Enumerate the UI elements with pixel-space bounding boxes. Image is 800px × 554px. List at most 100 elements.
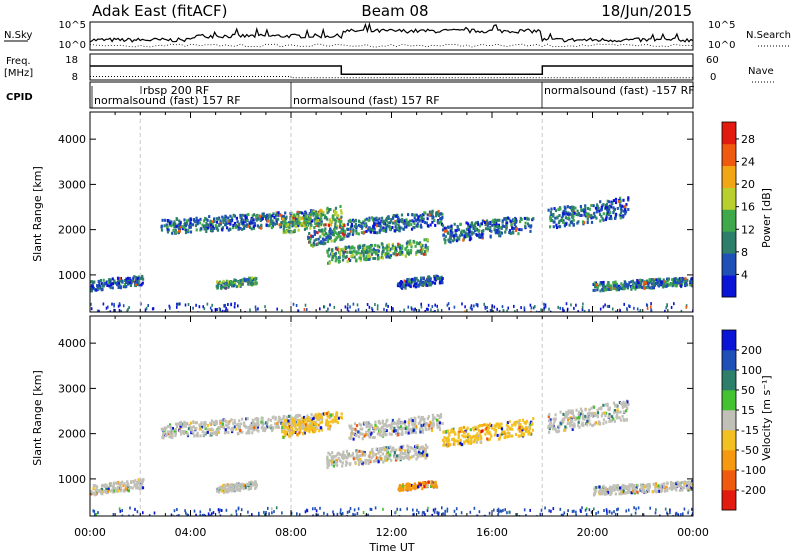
scatter-cell xyxy=(691,281,693,285)
noise-cell xyxy=(604,303,606,307)
scatter-cell xyxy=(419,223,422,227)
scatter-cell xyxy=(579,214,582,217)
scatter-cell xyxy=(203,224,206,228)
scatter-cell xyxy=(570,411,573,415)
scatter-cell xyxy=(406,448,409,452)
scatter-cell xyxy=(250,276,254,280)
scatter-cell xyxy=(484,227,488,231)
scatter-cell xyxy=(248,276,251,280)
scatter-cell xyxy=(564,425,567,429)
scatter-cell xyxy=(413,425,416,428)
scatter-cell xyxy=(588,215,591,219)
scatter-cell xyxy=(681,279,684,283)
scatter-cell xyxy=(382,226,385,230)
scatter-cell xyxy=(397,218,400,222)
scatter-cell xyxy=(181,225,184,229)
scatter-cell xyxy=(369,422,372,426)
scatter-cell xyxy=(422,217,425,221)
scatter-cell xyxy=(679,277,683,281)
scatter-cell xyxy=(673,482,677,486)
scatter-cell xyxy=(394,214,397,218)
scatter-cell xyxy=(191,223,194,227)
scatter-cell xyxy=(563,205,566,209)
scatter-cell xyxy=(122,285,125,289)
scatter-cell xyxy=(106,489,109,493)
scatter-cell xyxy=(409,446,413,449)
freq-tick-low: 8 xyxy=(72,72,78,83)
scatter-cell xyxy=(315,238,318,242)
scatter-cell xyxy=(235,216,238,220)
scatter-cell xyxy=(214,419,218,423)
scatter-cell xyxy=(354,427,357,431)
scatter-cell xyxy=(443,237,446,241)
scatter-cell xyxy=(599,200,602,204)
scatter-cell xyxy=(93,493,97,497)
scatter-cell xyxy=(405,484,409,488)
scatter-cell xyxy=(253,428,256,432)
scatter-cell xyxy=(312,427,315,431)
scatter-cell xyxy=(555,429,558,433)
scatter-cell xyxy=(612,199,615,203)
scatter-cell xyxy=(652,286,655,289)
scatter-cell xyxy=(235,427,238,431)
scatter-cell xyxy=(214,422,217,426)
scatter-cell xyxy=(463,235,466,239)
scatter-cell xyxy=(426,249,429,253)
scatter-cell xyxy=(297,213,300,216)
scatter-cell xyxy=(316,416,319,420)
scatter-cell xyxy=(374,217,377,221)
scatter-cell xyxy=(179,220,182,224)
scatter-cell xyxy=(478,234,481,238)
scatter-cell xyxy=(313,232,316,236)
scatter-cell xyxy=(468,238,471,242)
scatter-cell xyxy=(325,423,328,427)
scatter-cell xyxy=(288,431,291,435)
scatter-cell xyxy=(330,463,333,466)
scatter-cell xyxy=(221,422,224,426)
scatter-cell xyxy=(403,455,406,459)
scatter-cell xyxy=(232,422,235,425)
scatter-cell xyxy=(350,222,353,226)
scatter-cell xyxy=(495,230,498,233)
scatter-cell xyxy=(415,485,418,489)
scatter-cell xyxy=(385,219,388,223)
scatter-cell xyxy=(352,228,355,232)
scatter-cell xyxy=(421,452,424,456)
scatter-cell xyxy=(612,485,615,489)
scatter-cell xyxy=(624,281,627,285)
scatter-cell xyxy=(296,414,299,418)
scatter-cell xyxy=(243,279,246,283)
scatter-cell xyxy=(462,229,466,233)
scatter-cell xyxy=(379,224,383,228)
scatter-cell xyxy=(464,231,467,235)
scatter-cell xyxy=(178,229,181,233)
scatter-cell xyxy=(599,219,602,223)
scatter-cell xyxy=(242,218,245,222)
scatter-cell xyxy=(547,415,550,419)
scatter-cell xyxy=(298,414,302,418)
scatter-cell xyxy=(185,422,188,426)
scatter-cell xyxy=(251,221,254,225)
scatter-cell xyxy=(319,414,322,418)
scatter-cell xyxy=(361,244,364,248)
scatter-cell xyxy=(213,227,216,230)
noise-cell xyxy=(113,302,115,306)
scatter-cell xyxy=(345,460,348,464)
scatter-cell xyxy=(350,224,353,228)
noise-cell xyxy=(544,303,547,307)
scatter-cell xyxy=(102,283,105,287)
scatter-cell xyxy=(396,433,399,437)
scatter-cell xyxy=(327,238,330,242)
scatter-cell xyxy=(351,250,354,254)
scatter-cell xyxy=(414,285,418,289)
scatter-cell xyxy=(352,253,355,257)
scatter-cell xyxy=(286,427,290,431)
scatter-cell xyxy=(336,463,339,467)
scatter-cell xyxy=(160,427,163,431)
scatter-cell xyxy=(662,285,665,289)
scatter-cell xyxy=(506,221,509,225)
scatter-cell xyxy=(668,486,672,490)
scatter-cell xyxy=(427,427,431,431)
scatter-cell xyxy=(606,199,609,203)
scatter-cell xyxy=(119,286,122,290)
